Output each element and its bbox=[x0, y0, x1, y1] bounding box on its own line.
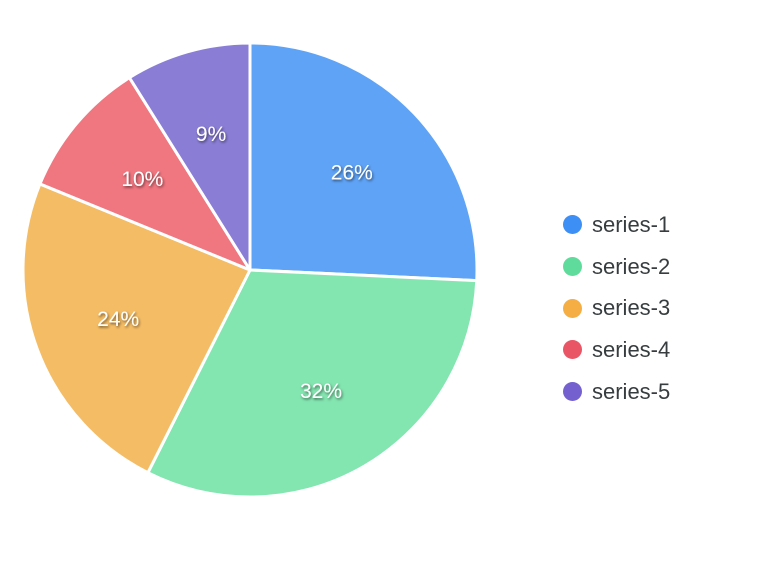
slice-label-series-5: 9% bbox=[196, 123, 226, 146]
legend-item-series-3[interactable]: series-3 bbox=[563, 287, 670, 329]
legend-marker-icon bbox=[563, 382, 582, 402]
legend-item-series-4[interactable]: series-4 bbox=[563, 329, 670, 371]
legend-label: series-3 bbox=[592, 295, 671, 321]
legend-label: series-1 bbox=[592, 211, 671, 237]
pie-slices bbox=[21, 41, 479, 499]
legend-label: series-4 bbox=[592, 336, 671, 362]
slice-label-series-1: 26% bbox=[331, 161, 373, 184]
pie-slice-series-1[interactable] bbox=[248, 41, 479, 283]
slice-label-series-4: 10% bbox=[121, 168, 163, 191]
legend-label: series-5 bbox=[592, 378, 671, 404]
legend-marker-icon bbox=[563, 298, 582, 318]
legend: series-1 series-2 series-3 series-4 seri… bbox=[563, 204, 670, 412]
slice-label-series-2: 32% bbox=[300, 380, 342, 403]
pie-slice-series-5[interactable] bbox=[127, 41, 252, 272]
legend-marker-icon bbox=[563, 340, 582, 360]
legend-label: series-2 bbox=[592, 253, 671, 279]
pie-slice-series-3[interactable] bbox=[21, 182, 252, 475]
legend-marker-icon bbox=[563, 257, 582, 277]
slice-label-series-3: 24% bbox=[97, 308, 139, 331]
legend-item-series-2[interactable]: series-2 bbox=[563, 246, 670, 288]
legend-item-series-1[interactable]: series-1 bbox=[563, 204, 670, 246]
legend-marker-icon bbox=[563, 215, 582, 235]
pie-labels: 26% 32% 24% 10% 9% bbox=[97, 123, 373, 403]
pie-slice-series-2[interactable] bbox=[146, 268, 479, 499]
legend-item-series-5[interactable]: series-5 bbox=[563, 371, 670, 413]
pie-slice-series-4[interactable] bbox=[38, 76, 252, 272]
